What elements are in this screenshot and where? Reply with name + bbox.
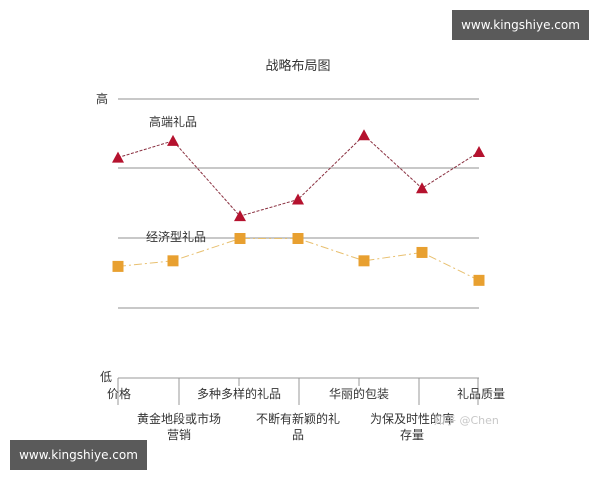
watermark-bottom: www.kingshiye.com xyxy=(10,440,147,470)
chart-title: 战略布局图 xyxy=(265,58,330,74)
gridlines xyxy=(118,98,479,309)
square-marker-icon xyxy=(112,260,124,272)
x-axis-label: 价格 xyxy=(107,386,131,401)
y-top-label: 高 xyxy=(96,91,108,106)
series-label-economy: 经济型礼品 xyxy=(146,229,206,244)
square-marker-icon xyxy=(358,255,370,267)
triangle-marker-icon xyxy=(292,193,304,205)
x-axis-label: 为保及时性的库 xyxy=(370,411,454,426)
triangle-marker-icon xyxy=(473,146,485,158)
x-axis-label: 存量 xyxy=(400,428,424,442)
credit-text: 知乎 @Chen xyxy=(434,413,499,427)
series-label-high-end: 高端礼品 xyxy=(149,114,197,129)
x-axis-label: 礼品质量 xyxy=(457,386,505,401)
watermark-top: www.kingshiye.com xyxy=(452,10,589,40)
square-marker-icon xyxy=(473,274,485,286)
x-axis-label: 多种多样的礼品 xyxy=(197,386,281,401)
square-marker-icon xyxy=(292,233,304,244)
square-marker-icon xyxy=(234,233,246,244)
square-marker-icon xyxy=(416,246,428,258)
triangle-marker-icon xyxy=(358,129,370,141)
triangle-marker-icon xyxy=(416,182,428,194)
square-marker-icon xyxy=(167,255,179,267)
x-axis-label: 黄金地段或市场 xyxy=(137,411,221,426)
x-axis xyxy=(117,377,479,405)
series-lines xyxy=(112,129,485,286)
triangle-marker-icon xyxy=(112,151,124,163)
x-axis-label: 营销 xyxy=(167,428,191,442)
x-axis-label: 不断有新颖的礼 xyxy=(256,411,340,426)
triangle-marker-icon xyxy=(234,210,246,222)
x-axis-label: 品 xyxy=(292,428,304,442)
x-axis-label: 华丽的包装 xyxy=(329,386,389,401)
y-bottom-label: 低 xyxy=(100,370,112,384)
triangle-marker-icon xyxy=(167,134,179,146)
